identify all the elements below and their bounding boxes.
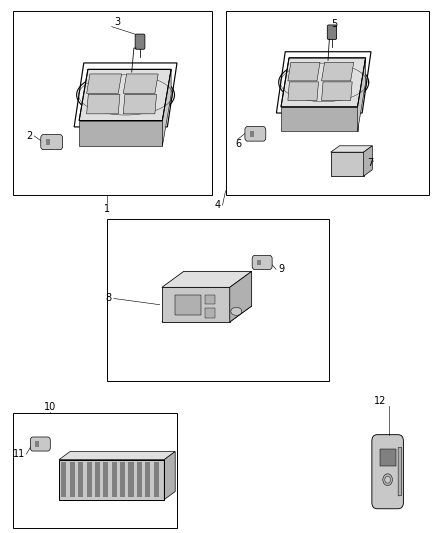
Polygon shape — [288, 82, 318, 101]
Text: 9: 9 — [278, 264, 284, 274]
Polygon shape — [164, 451, 175, 499]
Polygon shape — [364, 146, 372, 176]
Bar — [48, 139, 50, 145]
Bar — [13, 413, 177, 528]
Polygon shape — [162, 69, 171, 146]
Ellipse shape — [385, 477, 390, 483]
Polygon shape — [321, 82, 352, 101]
Bar — [154, 462, 159, 497]
Text: 2: 2 — [27, 131, 33, 141]
Polygon shape — [331, 146, 372, 152]
Text: 3: 3 — [114, 18, 120, 27]
FancyBboxPatch shape — [327, 25, 337, 39]
Bar — [112, 462, 117, 497]
Bar — [61, 462, 67, 497]
Polygon shape — [230, 271, 251, 322]
Bar — [252, 131, 254, 137]
FancyBboxPatch shape — [30, 437, 50, 451]
FancyBboxPatch shape — [135, 34, 145, 49]
Polygon shape — [77, 72, 174, 118]
Bar — [59, 459, 164, 499]
Text: 12: 12 — [374, 396, 386, 406]
Polygon shape — [398, 448, 402, 496]
Polygon shape — [59, 451, 175, 459]
Polygon shape — [79, 69, 171, 120]
Bar — [205, 308, 215, 318]
Polygon shape — [162, 271, 251, 287]
Polygon shape — [357, 58, 366, 132]
Bar — [175, 295, 201, 315]
Polygon shape — [162, 287, 230, 322]
Bar — [137, 462, 142, 497]
Polygon shape — [123, 94, 156, 114]
Text: 5: 5 — [331, 19, 337, 29]
Text: 4: 4 — [214, 200, 220, 210]
Text: 8: 8 — [106, 294, 112, 303]
FancyBboxPatch shape — [252, 255, 272, 270]
Bar — [331, 152, 364, 176]
Bar — [59, 459, 164, 499]
Bar — [107, 219, 328, 381]
Ellipse shape — [383, 474, 392, 486]
Bar — [103, 462, 108, 497]
Bar — [37, 441, 39, 447]
Ellipse shape — [231, 308, 242, 316]
Polygon shape — [123, 74, 158, 93]
Bar — [145, 462, 150, 497]
Bar — [13, 11, 212, 195]
Bar — [120, 462, 125, 497]
FancyBboxPatch shape — [245, 127, 266, 141]
Bar — [259, 260, 261, 265]
Polygon shape — [281, 58, 366, 107]
Bar — [250, 131, 252, 137]
Bar — [380, 449, 396, 466]
FancyBboxPatch shape — [372, 435, 403, 508]
Text: 6: 6 — [236, 139, 242, 149]
Polygon shape — [162, 306, 251, 322]
Bar — [70, 462, 75, 497]
Text: 1: 1 — [104, 205, 110, 214]
Bar — [95, 462, 100, 497]
Bar — [205, 295, 215, 304]
Polygon shape — [288, 62, 320, 81]
Bar — [35, 441, 37, 447]
Text: 7: 7 — [367, 158, 373, 167]
Bar — [226, 11, 429, 195]
Bar — [257, 260, 259, 265]
Polygon shape — [87, 94, 120, 114]
Polygon shape — [279, 60, 369, 104]
Bar — [87, 462, 92, 497]
Polygon shape — [79, 120, 162, 146]
Bar — [46, 139, 48, 145]
Bar — [128, 462, 134, 497]
Polygon shape — [321, 62, 354, 81]
Polygon shape — [87, 74, 122, 93]
Text: 10: 10 — [44, 402, 57, 411]
Text: 11: 11 — [13, 449, 25, 459]
Polygon shape — [281, 107, 357, 132]
Bar — [78, 462, 83, 497]
FancyBboxPatch shape — [41, 135, 63, 150]
